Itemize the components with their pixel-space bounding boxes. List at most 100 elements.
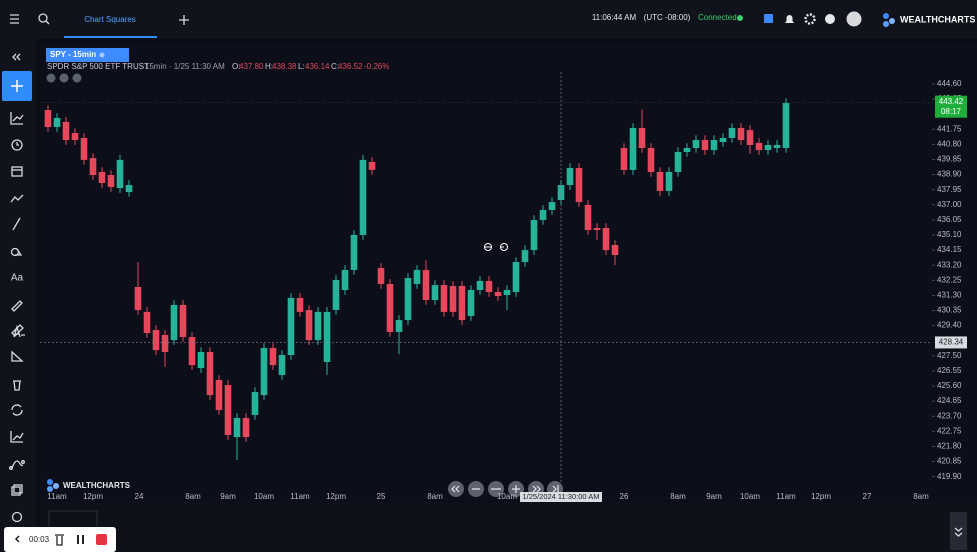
y-tick-label: 436.05 — [937, 215, 962, 224]
add-tab-button[interactable] — [179, 15, 189, 25]
help-button[interactable] — [825, 14, 835, 24]
candle-body — [512, 262, 520, 293]
x-tick-label: 8am — [670, 492, 686, 501]
candle-body — [341, 269, 349, 290]
candle-body — [134, 286, 142, 311]
recorder-pause[interactable] — [77, 535, 84, 544]
crosshair-time-label: 1/25/2024 11:30:00 AM — [522, 492, 599, 501]
x-tick-label: 10am — [497, 492, 517, 501]
x-tick-label: 11am — [47, 492, 67, 501]
candle-body — [440, 285, 448, 312]
recorder-stop[interactable] — [96, 534, 107, 545]
ohlc-item: L: — [298, 62, 305, 71]
x-tick-label: 11am — [290, 492, 310, 501]
x-tick-label: 10am — [254, 492, 274, 501]
text-tool[interactable]: Aa — [11, 273, 24, 284]
candle-body — [152, 330, 160, 351]
y-tick-label: 433.20 — [937, 260, 962, 269]
candle-body — [161, 334, 169, 352]
recorder-back[interactable] — [14, 535, 20, 543]
avatar[interactable] — [846, 11, 862, 27]
candle-body — [206, 351, 214, 396]
sidebar-tools[interactable] — [9, 112, 25, 523]
search-button[interactable] — [38, 13, 50, 25]
collapse-button[interactable] — [12, 53, 21, 61]
settings-button[interactable] — [804, 13, 816, 25]
last-price-tag — [935, 95, 967, 118]
candle-body — [539, 210, 547, 221]
ohlc-item: H: — [265, 62, 273, 71]
candle-body — [458, 286, 466, 321]
candle-body — [584, 204, 592, 231]
chart-controls[interactable] — [46, 73, 82, 83]
candle-body — [44, 110, 52, 128]
candle-body — [269, 348, 277, 366]
candle-body — [62, 121, 70, 141]
candle-body — [143, 311, 151, 334]
candle-body — [647, 148, 655, 173]
recorder-time: 00:03 — [29, 535, 50, 544]
candle-body — [494, 292, 502, 297]
candle-body — [602, 227, 610, 251]
candle-body — [242, 417, 250, 438]
chart-panel — [40, 45, 977, 503]
candle-body — [377, 268, 385, 284]
candle-body — [368, 161, 376, 170]
menu-button[interactable] — [10, 14, 19, 24]
symbol-tab-label: SPY - 15min — [50, 50, 96, 59]
candle-body — [656, 172, 664, 191]
y-tick-label: 422.75 — [937, 426, 962, 435]
candle-body — [404, 278, 412, 321]
y-tick-label: 431.30 — [937, 290, 962, 299]
crosshair-price-tag — [935, 336, 967, 349]
symbol-tab[interactable] — [46, 48, 129, 62]
candle-body — [503, 289, 511, 296]
candle-body — [548, 202, 556, 211]
ohlc-item: O: — [232, 62, 240, 71]
candle-body — [71, 133, 79, 141]
candle-body — [746, 130, 754, 145]
y-tick-label: 424.65 — [937, 396, 962, 405]
y-tick-label: 421.80 — [937, 442, 962, 451]
candle-body — [485, 280, 493, 293]
y-tick-label: 432.25 — [937, 275, 962, 284]
x-tick-label: 9am — [706, 492, 722, 501]
candle-body — [53, 117, 61, 128]
cursor-ring — [500, 243, 508, 251]
y-tick-label: 435.10 — [937, 230, 962, 239]
candle-body — [638, 127, 646, 148]
candle-body — [80, 137, 88, 160]
x-tick-label: 9am — [220, 492, 236, 501]
y-tick-label: 440.80 — [937, 139, 962, 148]
candle-body — [620, 148, 628, 170]
y-tick-label: 444.60 — [937, 79, 962, 88]
candle-body — [773, 144, 781, 148]
save-button[interactable] — [764, 14, 773, 23]
status-dot — [737, 15, 743, 21]
y-tick-label: 441.75 — [937, 124, 962, 133]
candle-body — [116, 159, 124, 189]
alerts-button[interactable] — [785, 15, 794, 23]
x-tick-label: 12pm — [83, 492, 103, 501]
x-tick-label: 8am — [913, 492, 929, 501]
candle-body — [386, 283, 394, 332]
recorder — [4, 527, 116, 552]
candle-body — [215, 379, 223, 411]
candle-body — [431, 285, 439, 300]
watermark: WEALTHCHARTS — [63, 481, 131, 490]
candle-body — [764, 144, 772, 151]
candle-body — [188, 337, 196, 366]
candle-body — [224, 385, 232, 435]
candle-body — [422, 269, 430, 300]
candle-body — [314, 311, 322, 341]
candle-body — [683, 148, 691, 152]
clock: 11:06:44 AM — [592, 13, 637, 22]
y-tick-label: 437.00 — [937, 200, 962, 209]
recorder-delete[interactable] — [55, 534, 64, 546]
expand-icon — [954, 527, 963, 537]
brand-logo — [883, 13, 895, 27]
candle-body — [413, 269, 421, 284]
tab-label[interactable]: Chart Squares — [84, 15, 136, 24]
candle-body — [575, 168, 583, 203]
